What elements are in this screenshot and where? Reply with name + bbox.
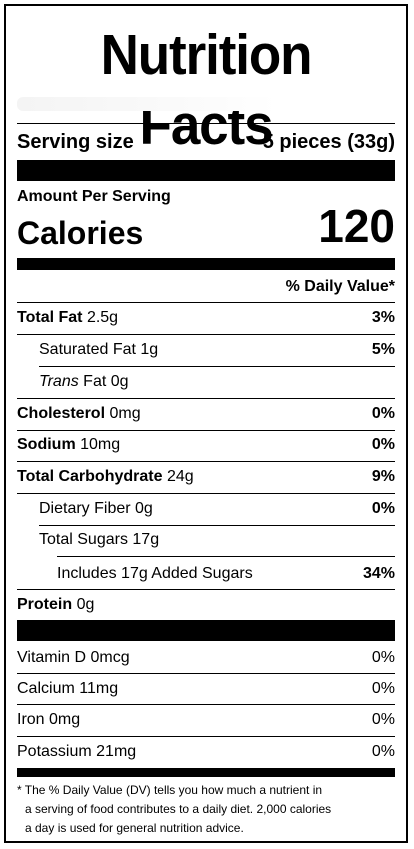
nutrient-dv: 0% <box>371 500 395 517</box>
nutrient-row-total-sugars: Total Sugars 17g <box>17 530 395 550</box>
divider <box>17 430 395 431</box>
nutrient-text: Total Sugars 17g <box>39 530 159 550</box>
servings-per-container-redacted <box>17 97 277 111</box>
vitamin-amount: 0mg <box>49 711 81 728</box>
vitamin-name: Vitamin D <box>17 649 87 666</box>
nutrient-name: Saturated Fat <box>39 341 136 358</box>
nutrient-row-total-fat: Total Fat 2.5g 3% <box>17 308 395 328</box>
divider <box>17 736 395 737</box>
nutrient-row-protein: Protein 0g <box>17 595 395 615</box>
divider <box>17 334 395 335</box>
vitamin-dv: 0% <box>371 680 395 697</box>
divider <box>57 556 395 557</box>
divider <box>17 493 395 494</box>
nutrient-name: Trans <box>39 373 79 390</box>
divider <box>17 704 395 705</box>
vitamin-row-potassium: Potassium 21mg 0% <box>17 742 395 762</box>
daily-value-header-text: % Daily Value* <box>285 278 395 295</box>
nutrient-amount: 0g <box>135 500 153 517</box>
nutrient-text: Dietary Fiber 0g <box>39 499 153 519</box>
vitamin-row-iron: Iron 0mg 0% <box>17 710 395 730</box>
nutrient-name: Dietary Fiber <box>39 500 131 517</box>
vitamin-row-calcium: Calcium 11mg 0% <box>17 679 395 699</box>
footnote: * The % Daily Value (DV) tells you how m… <box>17 781 395 838</box>
vitamin-dv: 0% <box>371 711 395 728</box>
calories-value: 120 <box>318 200 395 252</box>
nutrient-text: Calcium 11mg <box>17 679 118 699</box>
nutrient-name: Total Carbohydrate <box>17 468 163 485</box>
nutrient-dv: 0% <box>371 405 395 422</box>
medium-divider <box>17 258 395 270</box>
nutrient-text: Vitamin D 0mcg <box>17 648 130 668</box>
nutrient-dv: 9% <box>371 468 395 485</box>
nutrient-dv: 3% <box>371 309 395 326</box>
nutrient-name: Cholesterol <box>17 405 106 422</box>
divider <box>17 461 395 462</box>
nutrient-row-saturated-fat: Saturated Fat 1g 5% <box>17 340 395 360</box>
nutrient-amount: 0mg <box>109 405 141 422</box>
divider <box>39 366 395 367</box>
nutrient-name-suffix: Fat <box>83 373 107 390</box>
nutrient-amount: 10mg <box>80 436 121 453</box>
divider <box>17 673 395 674</box>
nutrition-label: Nutrition Facts Serving size 5 pieces (3… <box>4 4 408 843</box>
vitamin-amount: 11mg <box>79 680 119 697</box>
vitamin-amount: 0mcg <box>90 649 130 666</box>
thick-divider <box>17 620 395 641</box>
nutrient-text: Sodium 10mg <box>17 435 120 455</box>
daily-value-header: % Daily Value* <box>17 277 395 297</box>
nutrient-row-total-carbohydrate: Total Carbohydrate 24g 9% <box>17 467 395 487</box>
nutrient-dv: 34% <box>362 565 395 582</box>
nutrient-amount: 17g <box>132 531 160 548</box>
nutrient-text: Total Carbohydrate 24g <box>17 467 194 487</box>
nutrient-text: Iron 0mg <box>17 710 80 730</box>
nutrient-amount: 2.5g <box>86 309 119 326</box>
vitamin-dv: 0% <box>371 649 395 666</box>
serving-size-label: Serving size <box>17 131 134 153</box>
nutrient-text: Protein 0g <box>17 595 94 615</box>
vitamin-row-vitamin-d: Vitamin D 0mcg 0% <box>17 648 395 668</box>
medium-divider <box>17 768 395 777</box>
nutrient-row-trans-fat: Trans Fat 0g <box>17 372 395 392</box>
amount-per-serving: Amount Per Serving <box>17 188 171 205</box>
nutrient-row-cholesterol: Cholesterol 0mg 0% <box>17 404 395 424</box>
vitamin-dv: 0% <box>371 743 395 760</box>
nutrient-dv: 0% <box>371 436 395 453</box>
nutrient-text: Trans Fat 0g <box>39 372 129 392</box>
nutrient-amount: 0g <box>76 596 95 613</box>
nutrient-amount: 1g <box>140 341 159 358</box>
nutrient-text: Cholesterol 0mg <box>17 404 141 424</box>
nutrient-name: Protein <box>17 596 73 613</box>
calories-label: Calories <box>17 215 144 251</box>
divider <box>17 302 395 303</box>
nutrient-amount: 0g <box>110 373 129 390</box>
nutrient-text: Saturated Fat 1g <box>39 340 158 360</box>
divider <box>17 589 395 590</box>
serving-size-row: Serving size 5 pieces (33g) <box>17 132 395 152</box>
vitamin-name: Calcium <box>17 680 75 697</box>
divider <box>17 398 395 399</box>
nutrient-row-added-sugars: Includes 17g Added Sugars 34% <box>17 564 395 584</box>
nutrient-name: Includes 17g Added Sugars <box>57 565 253 582</box>
footnote-line: * The % Daily Value (DV) tells you how m… <box>17 783 323 797</box>
nutrient-row-dietary-fiber: Dietary Fiber 0g 0% <box>17 499 395 519</box>
nutrient-name: Total Fat <box>17 309 83 326</box>
nutrient-row-sodium: Sodium 10mg 0% <box>17 435 395 455</box>
nutrient-name: Sodium <box>17 436 76 453</box>
nutrient-amount: 24g <box>166 468 194 485</box>
vitamin-name: Potassium <box>17 743 92 760</box>
footnote-line: a serving of food contributes to a daily… <box>25 802 332 816</box>
nutrient-text: Potassium 21mg <box>17 742 136 762</box>
serving-size-value: 5 pieces (33g) <box>262 131 395 153</box>
footnote-line: a day is used for general nutrition advi… <box>25 821 244 835</box>
nutrient-text: Total Fat 2.5g <box>17 308 118 328</box>
thick-divider <box>17 160 395 181</box>
nutrient-name: Total Sugars <box>39 531 128 548</box>
vitamin-name: Iron <box>17 711 45 728</box>
vitamin-amount: 21mg <box>96 743 137 760</box>
divider <box>39 525 395 526</box>
divider <box>17 123 395 124</box>
nutrient-dv: 5% <box>371 341 395 358</box>
